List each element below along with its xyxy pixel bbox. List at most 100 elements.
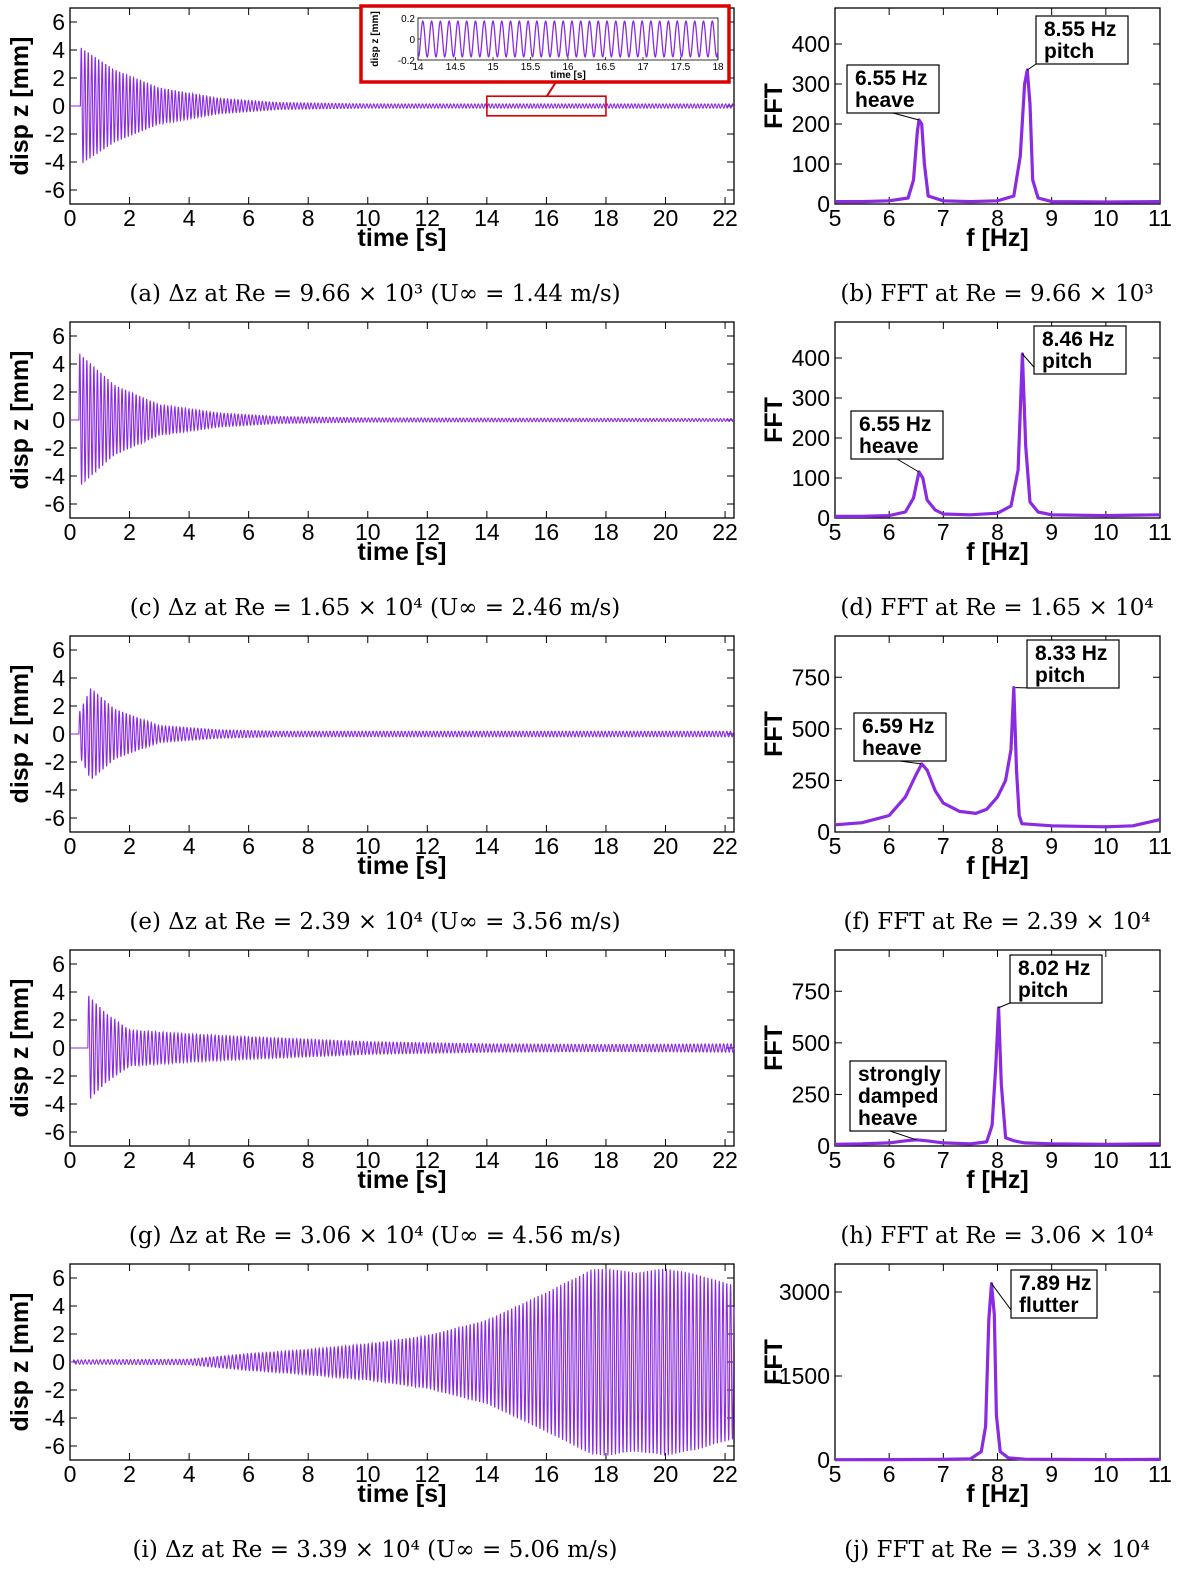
- x-tick-label: 8: [991, 833, 1004, 859]
- x-tick-label: 10: [1093, 1461, 1119, 1487]
- x-axis-label: time [s]: [358, 224, 447, 252]
- y-tick-label: 0: [817, 505, 830, 531]
- caption: (c) Δz at Re = 1.65 × 10⁴ (U∞ = 2.46 m/s…: [130, 595, 620, 621]
- y-tick-label: 300: [792, 71, 830, 97]
- x-axis-label: f [Hz]: [966, 224, 1028, 252]
- x-tick-label: 8: [302, 1461, 315, 1487]
- x-tick-label: 14: [474, 1461, 500, 1487]
- x-tick-label: 8: [991, 1147, 1004, 1173]
- x-tick-label: 8: [302, 519, 315, 545]
- x-tick-label: 22: [712, 833, 738, 859]
- y-tick-label: 0: [817, 819, 830, 845]
- displacement-series: [70, 688, 735, 779]
- annotation-box: [846, 64, 940, 114]
- x-tick-label: 9: [1045, 1147, 1058, 1173]
- x-tick-label: 10: [1093, 205, 1119, 231]
- x-tick-label: 10: [355, 833, 381, 859]
- x-tick-label: 7: [937, 1461, 950, 1487]
- y-axis-label: disp z [mm]: [6, 1293, 34, 1432]
- y-tick-label: -4: [45, 1091, 66, 1117]
- y-tick-label: 6: [52, 951, 65, 977]
- y-axis-label: disp z [mm]: [6, 979, 34, 1118]
- annotation-box: [1033, 325, 1127, 375]
- x-tick-label: 12: [415, 833, 441, 859]
- fft-chart-d: 5 6 7 8 9 10 11 0 100 200 300 400 f [Hz] FFT (d) FFT a…: [760, 321, 1172, 621]
- inset-x-tick-label: 16.5: [596, 62, 616, 73]
- caption: (j) FFT at Re = 3.39 × 10⁴: [844, 1537, 1150, 1563]
- x-axis-label: time [s]: [358, 852, 447, 880]
- x-tick-label: 7: [937, 519, 950, 545]
- caption: (d) FFT at Re = 1.65 × 10⁴: [840, 595, 1153, 621]
- y-axis-label: FFT: [760, 1025, 788, 1071]
- x-tick-label: 20: [653, 1461, 679, 1487]
- annotation-text: pitch: [1042, 350, 1092, 373]
- inset-x-tick-label: 14.5: [446, 62, 466, 73]
- y-axis-label: disp z [mm]: [6, 351, 34, 490]
- x-tick-label: 6: [883, 205, 896, 231]
- x-tick-label: 20: [653, 1147, 679, 1173]
- y-tick-label: 0: [817, 1447, 830, 1473]
- y-tick-label: 6: [52, 1265, 65, 1291]
- inset-y-tick-label: 0.2: [401, 14, 415, 25]
- x-tick-label: 11: [1148, 205, 1172, 231]
- annotation-text: pitch: [1035, 664, 1085, 687]
- x-axis-label: time [s]: [358, 1166, 447, 1194]
- x-tick-label: 4: [183, 1147, 196, 1173]
- x-axis-label: time [s]: [358, 1480, 447, 1508]
- annotation-box: [849, 1060, 947, 1132]
- displacement-series: [70, 1268, 735, 1456]
- x-tick-label: 11: [1148, 1147, 1172, 1173]
- x-tick-label: 2: [123, 1461, 136, 1487]
- annotation-text: heave: [855, 89, 915, 112]
- x-tick-label: 11: [1148, 833, 1172, 859]
- x-tick-label: 4: [183, 519, 196, 545]
- x-tick-label: 8: [302, 833, 315, 859]
- y-tick-label: 2: [52, 1007, 65, 1033]
- annotation-leader: [889, 1130, 917, 1141]
- y-tick-label: -6: [45, 1433, 65, 1459]
- x-axis-label: f [Hz]: [966, 1166, 1028, 1194]
- caption: (b) FFT at Re = 9.66 × 10³: [840, 281, 1153, 307]
- x-tick-label: 8: [991, 205, 1004, 231]
- inset-y-tick-label: -0.2: [398, 56, 416, 67]
- x-tick-label: 6: [242, 519, 255, 545]
- x-tick-label: 12: [415, 205, 441, 231]
- fft-series: [834, 1281, 1161, 1462]
- x-tick-label: 9: [1045, 519, 1058, 545]
- y-tick-label: 2: [52, 65, 65, 91]
- x-tick-label: 6: [242, 1461, 255, 1487]
- y-tick-label: 0: [52, 721, 65, 747]
- annotation-text: heave: [858, 1107, 918, 1130]
- x-tick-label: 16: [534, 519, 560, 545]
- y-axis-label: FFT: [760, 397, 788, 443]
- annotation-text: heave: [859, 435, 919, 458]
- annotation-box: [853, 712, 947, 762]
- x-tick-label: 14: [474, 205, 500, 231]
- y-axis-label: disp z [mm]: [6, 37, 34, 176]
- fft-chart-b: 5 6 7 8 9 10 11 0 100 200 300 400 f [Hz] FFT (b) FFT a…: [760, 7, 1172, 307]
- y-tick-label: 400: [792, 345, 830, 371]
- x-tick-label: 9: [1045, 205, 1058, 231]
- x-tick-label: 0: [64, 519, 77, 545]
- x-tick-label: 10: [355, 205, 381, 231]
- x-axis-label: f [Hz]: [966, 852, 1028, 880]
- annotation-text: 6.55 Hz: [855, 67, 927, 90]
- zoom-connector: [546, 81, 557, 97]
- x-tick-label: 10: [355, 1461, 381, 1487]
- y-tick-label: 6: [52, 9, 65, 35]
- caption: (g) Δz at Re = 3.06 × 10⁴ (U∞ = 4.56 m/s…: [129, 1223, 621, 1249]
- y-tick-label: 4: [52, 1293, 65, 1319]
- x-tick-label: 7: [937, 1147, 950, 1173]
- annotation-leader: [892, 112, 920, 121]
- y-tick-label: 100: [792, 151, 830, 177]
- displacement-series: [70, 353, 735, 485]
- annotation-leader: [896, 458, 920, 473]
